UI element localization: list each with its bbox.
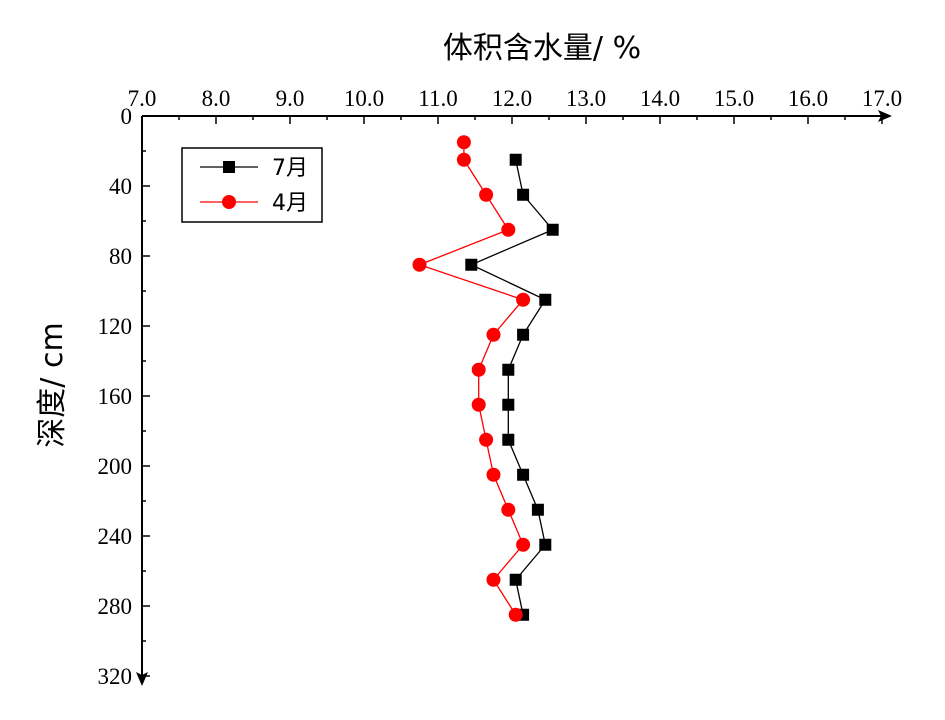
data-point-circle [456, 135, 471, 150]
x-tick-label: 11.0 [418, 86, 457, 111]
data-point-square [517, 468, 530, 481]
data-point-circle [471, 397, 486, 412]
x-tick-label: 16.0 [788, 86, 828, 111]
y-tick-label: 320 [98, 664, 133, 689]
data-point-square [539, 538, 552, 551]
series-1 [465, 153, 559, 621]
x-tick-label: 15.0 [714, 86, 754, 111]
legend-marker-square [223, 161, 235, 173]
data-point-square [502, 363, 515, 376]
y-tick-label: 160 [98, 384, 133, 409]
data-point-circle [412, 257, 427, 272]
series-line [417, 142, 525, 616]
data-point-circle [516, 537, 531, 552]
y-tick-label: 200 [98, 454, 133, 479]
data-point-circle [501, 222, 516, 237]
x-tick-label: 9.0 [276, 86, 305, 111]
data-point-circle [486, 572, 501, 587]
x-tick-label: 17.0 [862, 86, 902, 111]
data-point-circle [456, 152, 471, 167]
data-point-circle [479, 187, 494, 202]
data-point-circle [501, 502, 516, 517]
data-point-square [539, 293, 552, 306]
x-tick-label: 10.0 [344, 86, 384, 111]
y-tick-label: 240 [98, 524, 133, 549]
data-point-square [509, 153, 522, 166]
data-point-circle [486, 467, 501, 482]
data-point-square [517, 188, 530, 201]
legend-label: 7月 [272, 156, 308, 181]
x-tick-label: 14.0 [640, 86, 680, 111]
data-point-circle [516, 292, 531, 307]
y-tick-label: 120 [98, 314, 133, 339]
x-tick-label: 13.0 [566, 86, 606, 111]
y-tick-label: 80 [109, 244, 132, 269]
data-point-square [502, 398, 515, 411]
x-axis-title: 体积含水量/ % [443, 31, 641, 66]
legend-box [181, 147, 323, 223]
data-point-circle [479, 432, 494, 447]
y-axis-title: 深度/ cm [35, 322, 70, 447]
y-tick-label: 0 [121, 104, 133, 129]
data-point-square [546, 223, 559, 236]
axes: 7.0 8.0 9.0 10.0 11.0 12.0 13.0 14.0 15.0 16.0 17.… [98, 86, 903, 689]
series-layer [412, 135, 559, 622]
legend-label: 4月 [272, 191, 308, 216]
data-point-square [531, 503, 544, 516]
x-tick-label: 8.0 [202, 86, 231, 111]
x-tick-label: 12.0 [492, 86, 532, 111]
legend-marker-circle [222, 195, 236, 209]
y-tick-label: 40 [109, 174, 132, 199]
data-point-square [509, 573, 522, 586]
y-tick-label: 280 [98, 594, 133, 619]
series-2 [412, 135, 531, 622]
data-point-circle [508, 607, 523, 622]
data-point-circle [486, 327, 501, 342]
data-point-square [502, 433, 515, 446]
x-tick-label: 7.0 [128, 86, 157, 111]
data-point-square [517, 328, 530, 341]
data-point-square [465, 258, 478, 271]
data-point-circle [471, 362, 486, 377]
